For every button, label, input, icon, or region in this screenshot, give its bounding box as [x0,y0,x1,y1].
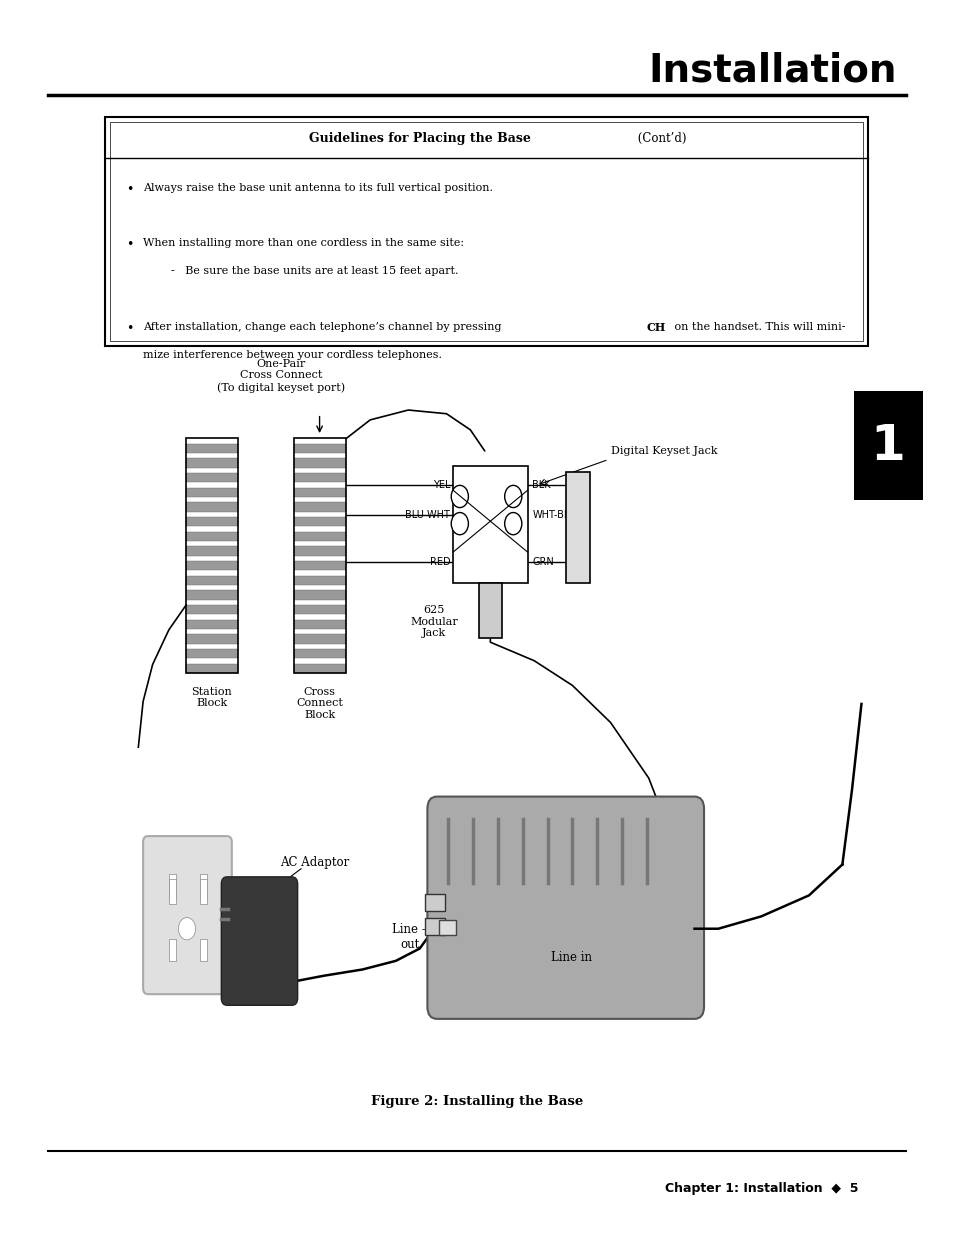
Text: Line –
out: Line – out [392,923,428,951]
Bar [294,473,346,483]
Bar [186,488,238,496]
Bar [294,590,346,600]
Bar [186,561,238,571]
Bar [425,918,444,935]
Bar [169,939,175,961]
Text: (Cont’d): (Cont’d) [634,132,686,144]
Bar [200,939,207,961]
Bar [294,635,346,643]
Bar [294,561,346,571]
FancyBboxPatch shape [427,797,703,1019]
FancyBboxPatch shape [221,877,297,1005]
Bar [438,920,456,935]
Circle shape [451,513,468,535]
FancyBboxPatch shape [105,117,867,346]
Bar [186,503,238,511]
Text: One-Pair
Cross Connect
(To digital keyset port): One-Pair Cross Connect (To digital keyse… [217,359,345,393]
Bar [186,635,238,643]
Bar [853,391,922,500]
Bar [453,466,527,583]
Text: •: • [126,238,133,252]
Bar [294,443,346,453]
Bar [186,531,238,541]
Bar [169,879,175,904]
Text: WHT-BLU: WHT-BLU [532,510,576,520]
Text: Station
Block: Station Block [192,687,232,708]
Text: After installation, change each telephone’s channel by pressing: After installation, change each telephon… [143,322,504,332]
Bar [294,531,346,541]
Bar [294,458,346,468]
Bar [186,458,238,468]
Bar [186,648,238,658]
Text: Line in: Line in [551,951,592,963]
Bar [294,546,346,556]
FancyBboxPatch shape [143,836,232,994]
Text: RED: RED [429,557,450,567]
Text: mize interference between your cordless telephones.: mize interference between your cordless … [143,350,441,359]
Circle shape [178,918,195,940]
Bar [478,583,501,638]
Text: Always raise the base unit antenna to its full vertical position.: Always raise the base unit antenna to it… [143,183,493,193]
Bar [294,620,346,629]
Text: 625
Modular
Jack: 625 Modular Jack [410,605,457,638]
Bar [294,576,346,585]
Text: •: • [126,322,133,336]
Text: •: • [126,183,133,196]
Bar [294,663,346,673]
Text: YEL: YEL [433,480,450,490]
Bar [186,576,238,585]
Text: on the handset. This will mini-: on the handset. This will mini- [670,322,844,332]
Bar [186,443,238,453]
Text: GRN: GRN [532,557,554,567]
Text: Installation: Installation [648,52,896,90]
Bar [294,605,346,614]
Bar [200,874,207,899]
Text: Chapter 1: Installation  ◆  5: Chapter 1: Installation ◆ 5 [664,1182,858,1194]
Text: CH: CH [646,322,665,333]
Circle shape [504,485,521,508]
Bar [186,620,238,629]
Text: AC Adaptor: AC Adaptor [280,856,349,868]
Text: Cross
Connect
Block: Cross Connect Block [295,687,343,720]
Text: Guidelines for Placing the Base: Guidelines for Placing the Base [309,132,530,144]
Bar [294,488,346,496]
Bar [294,438,346,673]
Bar [169,874,175,899]
Bar [294,503,346,511]
Text: 1: 1 [870,422,904,469]
Bar [186,590,238,600]
Bar [200,879,207,904]
Bar [186,663,238,673]
Text: Digital Keyset Jack: Digital Keyset Jack [610,446,717,456]
Bar [186,546,238,556]
Text: BLK: BLK [532,480,551,490]
Text: When installing more than one cordless in the same site:: When installing more than one cordless i… [143,238,464,248]
Bar [294,517,346,526]
Bar [294,648,346,658]
Bar [186,517,238,526]
Bar [186,438,238,673]
Circle shape [504,513,521,535]
Bar [565,472,589,583]
Bar [186,605,238,614]
Text: Figure 2: Installing the Base: Figure 2: Installing the Base [371,1095,582,1108]
Text: BLU-WHT: BLU-WHT [405,510,450,520]
Circle shape [451,485,468,508]
Bar [186,473,238,483]
Text: -   Be sure the base units are at least 15 feet apart.: - Be sure the base units are at least 15… [157,266,458,275]
Bar [425,894,444,911]
